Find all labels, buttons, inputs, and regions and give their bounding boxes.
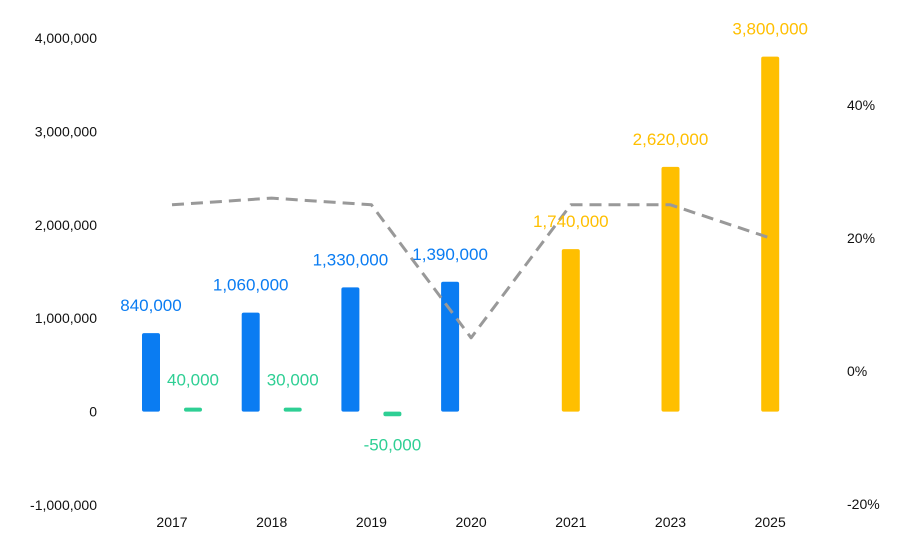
x-axis-tick-label: 2021 <box>555 514 586 530</box>
bar-actual <box>241 312 260 412</box>
line-series-group <box>171 196 771 340</box>
bar-change <box>184 407 202 412</box>
bar-change <box>383 411 402 417</box>
x-axis: 2017 2018 2019 2020 2021 2023 2025 <box>156 514 786 530</box>
right-axis-tick-label: 20% <box>847 230 875 246</box>
left-axis-tick-label: -1,000,000 <box>30 497 97 513</box>
left-y-axis: -1,000,000 0 1,000,000 2,000,000 3,000,000 4,… <box>30 30 97 513</box>
left-axis-tick-label: 3,000,000 <box>35 123 97 139</box>
bar-forecast <box>561 249 580 412</box>
data-label-change: 30,000 <box>267 371 319 390</box>
bar-forecast <box>661 166 680 412</box>
x-axis-tick-label: 2018 <box>256 514 287 530</box>
x-axis-tick-label: 2023 <box>655 514 686 530</box>
x-axis-tick-label: 2025 <box>755 514 786 530</box>
right-axis-tick-label: -20% <box>847 496 880 512</box>
bar-series-group <box>142 56 780 417</box>
line-series-rate <box>171 196 771 340</box>
data-label-actual: 840,000 <box>120 296 181 315</box>
x-axis-tick-label: 2020 <box>456 514 487 530</box>
data-label-change: 40,000 <box>167 371 219 390</box>
x-axis-tick-label: 2019 <box>356 514 387 530</box>
data-label-actual: 1,330,000 <box>313 250 389 269</box>
data-label-actual: 1,060,000 <box>213 276 289 295</box>
data-label-actual: 1,390,000 <box>412 245 488 264</box>
left-axis-tick-label: 0 <box>89 404 97 420</box>
bar-actual <box>142 333 160 412</box>
bar-forecast <box>761 56 780 412</box>
data-label-forecast: 2,620,000 <box>633 130 709 149</box>
bar-actual <box>441 281 460 412</box>
x-axis-tick-label: 2017 <box>156 514 187 530</box>
left-axis-tick-label: 1,000,000 <box>35 310 97 326</box>
left-axis-tick-label: 2,000,000 <box>35 217 97 233</box>
data-labels-group: 840,000 1,060,000 1,330,000 1,390,000 40,000… <box>120 20 808 455</box>
left-axis-tick-label: 4,000,000 <box>35 30 97 46</box>
right-y-axis: -20% 0% 20% 40% <box>847 97 880 512</box>
data-label-forecast: 1,740,000 <box>533 212 609 231</box>
bar-change <box>283 407 302 412</box>
data-label-forecast: 3,800,000 <box>732 20 808 39</box>
right-axis-tick-label: 40% <box>847 97 875 113</box>
data-label-change: -50,000 <box>364 435 422 454</box>
right-axis-tick-label: 0% <box>847 363 867 379</box>
bar-actual <box>341 287 360 412</box>
